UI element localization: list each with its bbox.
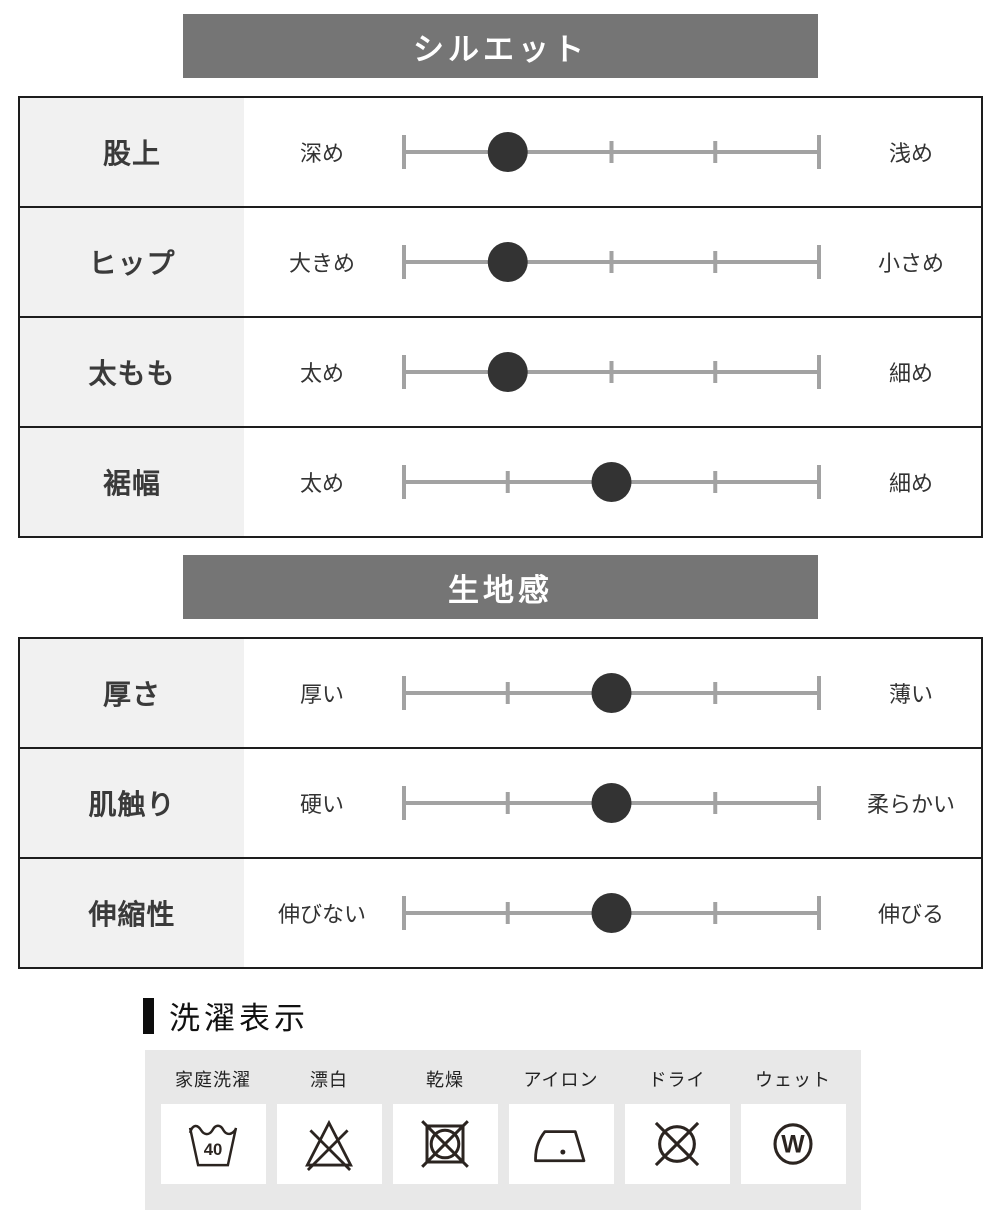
table-row: 伸縮性 伸びない 伸びる	[20, 857, 981, 967]
rating-dot	[591, 462, 632, 502]
scale-left-anchor: 硬い	[299, 792, 344, 817]
scale-right-anchor: 小さめ	[877, 251, 944, 276]
scale-left-anchor: 伸びない	[277, 902, 366, 927]
rating-dot	[487, 132, 528, 172]
rating-scale	[402, 132, 821, 172]
care-item: 乾燥	[392, 1066, 498, 1184]
table-row: 裾幅 太め 細め	[20, 426, 981, 536]
heading-accent-bar	[143, 997, 154, 1034]
scale-right-anchor: 薄い	[888, 682, 933, 707]
section-title: 生地感	[448, 572, 553, 608]
rating-scale	[402, 242, 821, 282]
scale-right-anchor: 細め	[888, 361, 933, 386]
rating-dot	[591, 783, 632, 823]
scale-left-anchor: 大きめ	[288, 251, 355, 276]
care-item-label: 乾燥	[426, 1070, 464, 1090]
no-tumble-dry-icon	[421, 1120, 469, 1168]
wet-clean-letter: W	[781, 1132, 805, 1159]
rating-scale	[402, 893, 821, 933]
spec-table-fabric: 厚さ 厚い 薄い 肌触り 硬い 柔らかい 伸縮性 伸びない	[18, 637, 983, 969]
scale-left-anchor: 厚い	[299, 682, 344, 707]
care-section-title: 洗濯表示	[169, 1001, 309, 1036]
no-dry-clean-icon	[654, 1121, 700, 1167]
wet-clean-w-icon: W	[773, 1123, 813, 1165]
scale-left-anchor: 深め	[299, 141, 344, 166]
care-item: アイロン	[508, 1066, 614, 1184]
rating-dot	[591, 673, 632, 713]
care-item: ドライ	[624, 1066, 730, 1184]
rating-scale	[402, 352, 821, 392]
spec-table-silhouette: 股上 深め 浅め ヒップ 大きめ 小さめ 太もも 太め	[18, 96, 983, 538]
care-item: 漂白	[276, 1066, 382, 1184]
rating-scale	[402, 462, 821, 502]
scale-left-anchor: 太め	[299, 361, 344, 386]
row-label: 股上	[20, 98, 244, 206]
care-tile	[276, 1104, 382, 1184]
rating-scale	[402, 783, 821, 823]
care-tile	[624, 1104, 730, 1184]
row-label: 伸縮性	[20, 859, 244, 967]
table-row: 太もも 太め 細め	[20, 316, 981, 426]
care-symbols-panel: 家庭洗濯 40 漂白 乾燥	[145, 1050, 861, 1210]
rating-scale	[402, 673, 821, 713]
care-item-label: ドライ	[648, 1070, 706, 1090]
care-tile: 40	[160, 1104, 266, 1184]
row-label: 厚さ	[20, 639, 244, 747]
care-tile	[508, 1104, 614, 1184]
care-item-label: 家庭洗濯	[175, 1070, 251, 1090]
care-item: 家庭洗濯 40	[160, 1066, 266, 1184]
no-bleach-icon	[305, 1119, 353, 1172]
row-label: ヒップ	[20, 208, 244, 316]
rating-dot	[487, 352, 528, 392]
scale-right-anchor: 浅め	[888, 141, 933, 166]
scale-right-anchor: 細め	[888, 471, 933, 496]
wash-temp-label: 40	[204, 1140, 223, 1159]
care-item: ウェット W	[740, 1066, 846, 1184]
care-tile: W	[740, 1104, 846, 1184]
care-item-label: アイロン	[523, 1070, 599, 1090]
section-title: シルエット	[413, 31, 588, 67]
row-label: 肌触り	[20, 749, 244, 857]
rating-dot	[591, 893, 632, 933]
scale-left-anchor: 太め	[299, 471, 344, 496]
scale-right-anchor: 柔らかい	[866, 792, 955, 817]
rating-dot	[487, 242, 528, 282]
table-row: 肌触り 硬い 柔らかい	[20, 747, 981, 857]
table-row: ヒップ 大きめ 小さめ	[20, 206, 981, 316]
row-label: 裾幅	[20, 428, 244, 536]
care-item-label: 漂白	[310, 1070, 348, 1090]
care-section-header: 洗濯表示	[143, 993, 1001, 1038]
scale-right-anchor: 伸びる	[877, 902, 944, 927]
care-tile	[392, 1104, 498, 1184]
table-row: 股上 深め 浅め	[20, 98, 981, 206]
iron-one-dot-icon	[534, 1130, 586, 1163]
table-row: 厚さ 厚い 薄い	[20, 639, 981, 747]
washtub-40-icon: 40	[188, 1124, 238, 1167]
section-header-silhouette: シルエット	[183, 14, 818, 78]
care-item-label: ウェット	[755, 1070, 831, 1090]
row-label: 太もも	[20, 318, 244, 426]
section-header-fabric: 生地感	[183, 555, 818, 619]
